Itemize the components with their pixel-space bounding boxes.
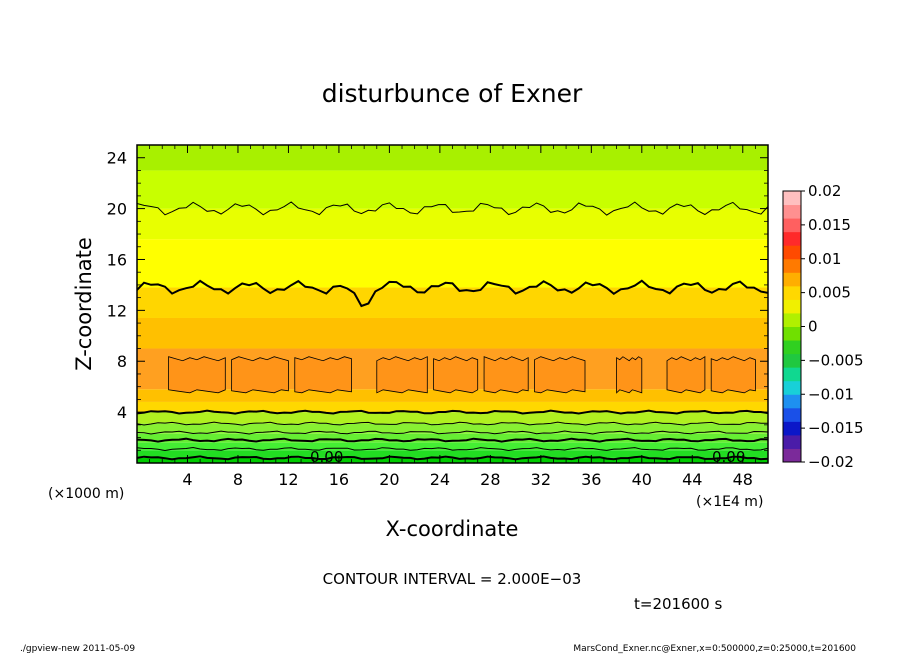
band-10 bbox=[137, 287, 768, 318]
colorbar-segment-2 bbox=[783, 421, 801, 436]
x-tick-label-48: 48 bbox=[733, 470, 753, 489]
contour-label-right: 0.00 bbox=[712, 448, 745, 466]
contour-2 bbox=[137, 437, 768, 443]
x-tick-label-28: 28 bbox=[480, 470, 500, 489]
shaded-bands bbox=[137, 145, 768, 463]
time-note: t=201600 s bbox=[634, 595, 722, 613]
patch-4 bbox=[433, 356, 479, 394]
y-tick-label-24: 24 bbox=[107, 149, 127, 168]
y-axis-ticks: 4 8 12 16 20 24 bbox=[107, 149, 768, 451]
shaded-patches bbox=[168, 355, 756, 394]
patch-2 bbox=[294, 356, 352, 394]
colorbar-segment-18 bbox=[783, 204, 801, 219]
patch-5 bbox=[483, 356, 529, 394]
colorbar-tick-label-4: 0 bbox=[808, 318, 818, 336]
colorbar-tick-label-3: 0.005 bbox=[808, 284, 851, 302]
band-13 bbox=[137, 170, 768, 209]
colorbar-segment-15 bbox=[783, 245, 801, 260]
footer-right: MarsCond_Exner.nc@Exner,x=0:500000,z=0:2… bbox=[573, 644, 856, 654]
x-axis-ticks: 4 8 12 16 20 24 28 32 36 40 44 48 bbox=[149, 145, 756, 489]
colorbar-segment-6 bbox=[783, 367, 801, 382]
chart-title: disturbunce of Exner bbox=[322, 79, 583, 108]
x-tick-label-12: 12 bbox=[278, 470, 298, 489]
x-tick-label-20: 20 bbox=[379, 470, 399, 489]
patch-9 bbox=[710, 356, 756, 394]
contour-6 bbox=[137, 279, 768, 308]
band-7 bbox=[137, 389, 768, 402]
band-14 bbox=[137, 145, 768, 171]
contour-4 bbox=[137, 421, 768, 426]
y-axis-label: Z-coordinate bbox=[72, 237, 96, 371]
y-tick-label-20: 20 bbox=[107, 200, 127, 219]
colorbar-segment-5 bbox=[783, 380, 801, 395]
colorbar-segment-7 bbox=[783, 353, 801, 368]
x-tick-label-44: 44 bbox=[682, 470, 702, 489]
band-4 bbox=[137, 423, 768, 434]
contour-7 bbox=[137, 201, 768, 216]
x-tick-label-32: 32 bbox=[531, 470, 551, 489]
band-1 bbox=[137, 450, 768, 458]
patch-1 bbox=[231, 356, 289, 394]
x-tick-label-8: 8 bbox=[233, 470, 243, 489]
band-9 bbox=[137, 317, 768, 349]
colorbar-segment-10 bbox=[783, 312, 801, 327]
plot-area bbox=[137, 145, 768, 463]
band-11 bbox=[137, 239, 768, 288]
x-tick-label-16: 16 bbox=[329, 470, 349, 489]
colorbar-tick-label-2: 0.01 bbox=[808, 250, 841, 268]
patch-3 bbox=[376, 356, 428, 394]
colorbar-tick-label-5: −0.005 bbox=[808, 351, 864, 369]
band-3 bbox=[137, 433, 768, 443]
x-tick-label-24: 24 bbox=[430, 470, 450, 489]
colorbar-tick-label-7: −0.015 bbox=[808, 419, 864, 437]
band-5 bbox=[137, 412, 768, 424]
patch-0 bbox=[168, 356, 226, 394]
patch-8 bbox=[666, 355, 706, 394]
colorbar-segment-16 bbox=[783, 231, 801, 246]
y-unit-label: (×1000 m) bbox=[48, 486, 124, 502]
contour-lines bbox=[137, 201, 768, 461]
y-tick-label-12: 12 bbox=[107, 301, 127, 320]
colorbar-tick-label-6: −0.01 bbox=[808, 385, 854, 403]
colorbar-tick-label-1: 0.015 bbox=[808, 216, 851, 234]
footer-left: ./gpview-new 2011-05-09 bbox=[20, 644, 135, 654]
x-axis-label: X-coordinate bbox=[386, 517, 519, 541]
x-tick-label-36: 36 bbox=[581, 470, 601, 489]
colorbar-tick-label-8: −0.02 bbox=[808, 453, 854, 471]
patch-6 bbox=[534, 356, 586, 394]
colorbar-segment-19 bbox=[783, 191, 801, 206]
colorbar-ticks: 0.02 0.015 0.01 0.005 0 −0.005 −0.01 −0.015 −0.0… bbox=[801, 182, 864, 471]
y-tick-label-16: 16 bbox=[107, 250, 127, 269]
colorbar bbox=[783, 191, 801, 463]
colorbar-segment-17 bbox=[783, 218, 801, 233]
contour-3 bbox=[137, 430, 768, 435]
contour-label-left: 0.00 bbox=[310, 448, 343, 466]
patch-7 bbox=[616, 356, 643, 394]
band-6 bbox=[137, 401, 768, 413]
band-2 bbox=[137, 442, 768, 451]
x-tick-label-4: 4 bbox=[182, 470, 192, 489]
colorbar-segment-14 bbox=[783, 258, 801, 273]
x-tick-label-40: 40 bbox=[632, 470, 652, 489]
contour-interval-note: CONTOUR INTERVAL = 2.000E−03 bbox=[323, 570, 582, 588]
contour-5 bbox=[137, 409, 768, 415]
colorbar-segment-0 bbox=[783, 448, 801, 463]
y-tick-label-8: 8 bbox=[117, 352, 127, 371]
colorbar-segment-1 bbox=[783, 434, 801, 449]
colorbar-segment-3 bbox=[783, 407, 801, 422]
colorbar-segment-13 bbox=[783, 272, 801, 287]
colorbar-segment-11 bbox=[783, 299, 801, 314]
contour-0 bbox=[137, 455, 768, 461]
colorbar-tick-label-0: 0.02 bbox=[808, 182, 841, 200]
x-unit-label: (×1E4 m) bbox=[696, 494, 763, 510]
y-tick-label-4: 4 bbox=[117, 403, 127, 422]
colorbar-segment-9 bbox=[783, 326, 801, 341]
contour-1 bbox=[137, 446, 768, 452]
band-12 bbox=[137, 208, 768, 240]
colorbar-segment-4 bbox=[783, 394, 801, 409]
colorbar-segment-12 bbox=[783, 285, 801, 300]
colorbar-segment-8 bbox=[783, 340, 801, 355]
